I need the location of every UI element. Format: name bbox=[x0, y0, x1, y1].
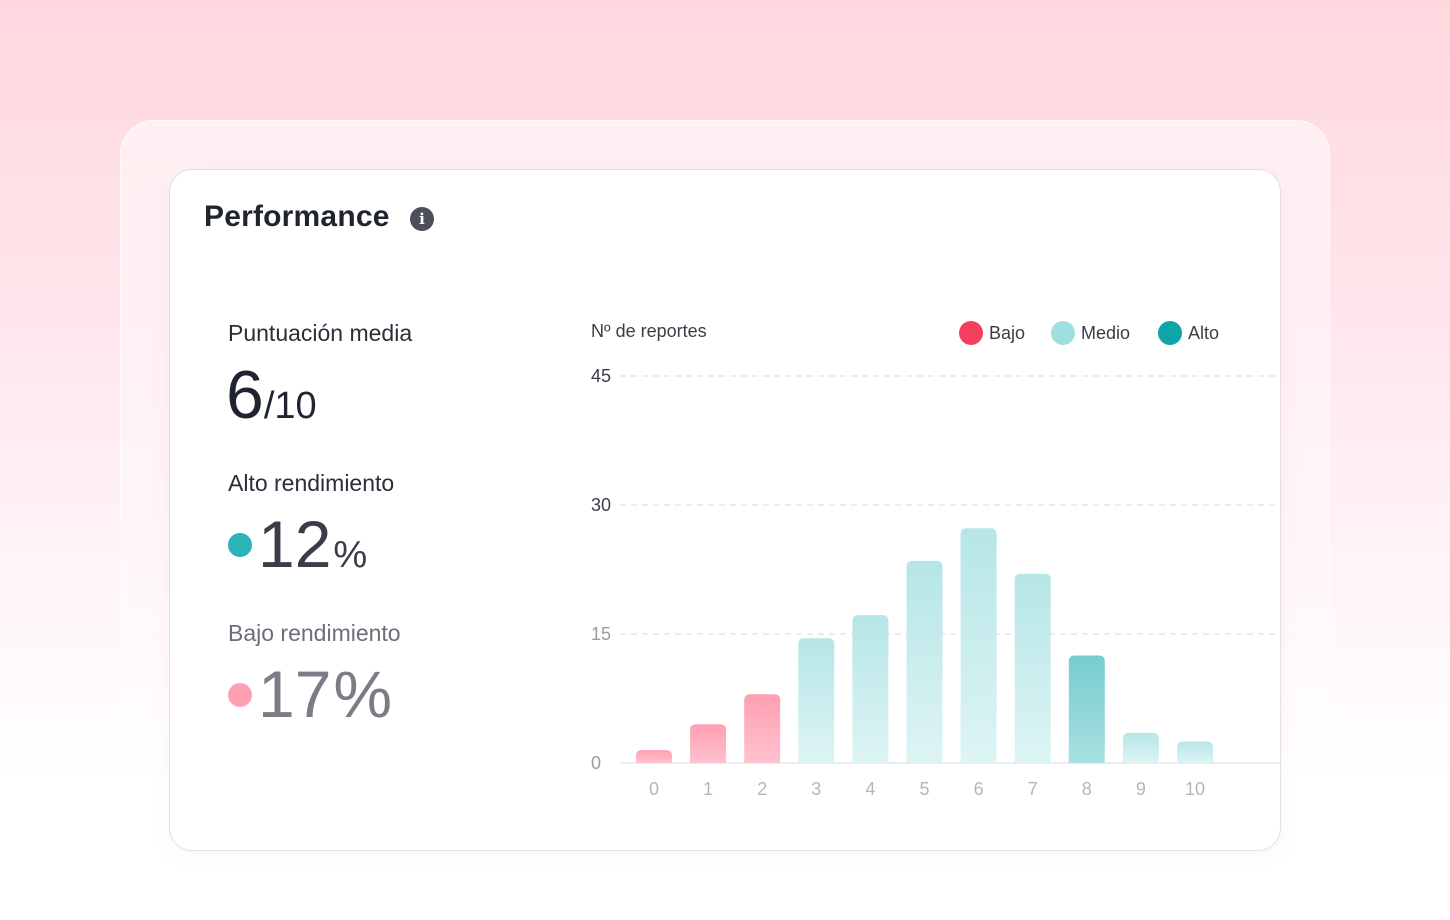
low-performance-stat: 17 % bbox=[228, 656, 392, 732]
x-tick-label: 3 bbox=[811, 779, 821, 799]
legend-label-medio[interactable]: Medio bbox=[1081, 323, 1130, 343]
bar-2[interactable] bbox=[744, 694, 781, 763]
high-performance-label: Alto rendimiento bbox=[228, 470, 395, 496]
bar-0[interactable] bbox=[636, 750, 672, 763]
x-axis-ticks: 0 1 2 3 4 5 6 7 8 9 10 bbox=[649, 779, 1205, 799]
x-tick-label: 6 bbox=[974, 779, 984, 799]
average-score: 6/10 bbox=[226, 356, 317, 434]
low-performance-sign: % bbox=[333, 657, 393, 731]
bar-1[interactable] bbox=[690, 724, 727, 763]
y-tick-label: 45 bbox=[591, 366, 611, 386]
average-score-scale: /10 bbox=[263, 385, 317, 427]
x-tick-label: 7 bbox=[1028, 779, 1038, 799]
x-tick-label: 8 bbox=[1082, 779, 1092, 799]
bar-9[interactable] bbox=[1122, 732, 1159, 763]
legend-label-alto[interactable]: Alto bbox=[1188, 323, 1219, 343]
x-tick-label: 4 bbox=[865, 779, 875, 799]
y-tick-label: 0 bbox=[591, 753, 601, 773]
bar-10[interactable] bbox=[1177, 741, 1213, 764]
legend-swatch-medio bbox=[1051, 321, 1075, 345]
average-score-value: 6 bbox=[226, 357, 264, 433]
chart-grid: 0 15 30 45 bbox=[591, 366, 1280, 773]
legend-label-bajo[interactable]: Bajo bbox=[989, 323, 1025, 343]
legend-swatch-alto bbox=[1158, 321, 1182, 345]
legend-swatch-bajo bbox=[959, 321, 983, 345]
bar-3[interactable] bbox=[798, 638, 835, 763]
x-tick-label: 9 bbox=[1136, 779, 1146, 799]
chart-bars bbox=[636, 528, 1213, 763]
y-axis-title: Nº de reportes bbox=[591, 321, 707, 341]
y-tick-label: 15 bbox=[591, 624, 611, 644]
x-tick-label: 0 bbox=[649, 779, 659, 799]
bar-8[interactable] bbox=[1068, 655, 1105, 764]
low-performance-label: Bajo rendimiento bbox=[228, 620, 401, 646]
low-performance-value: 17 bbox=[258, 657, 332, 731]
high-performance-sign: % bbox=[333, 534, 368, 576]
x-tick-label: 10 bbox=[1185, 779, 1205, 799]
chart-legend: Bajo Medio Alto bbox=[959, 321, 1219, 345]
average-score-label: Puntuación media bbox=[228, 320, 413, 346]
high-performance-stat: 12 % bbox=[228, 506, 367, 582]
high-performance-dot bbox=[228, 533, 252, 557]
info-icon[interactable]: i bbox=[410, 207, 434, 231]
x-tick-label: 2 bbox=[757, 779, 767, 799]
performance-card: Performance i Puntuación media 6/10 Alto… bbox=[170, 170, 1280, 850]
y-tick-label: 30 bbox=[591, 495, 611, 515]
x-tick-label: 5 bbox=[919, 779, 929, 799]
low-performance-dot bbox=[228, 683, 252, 707]
bar-5[interactable] bbox=[906, 560, 943, 763]
card-title: Performance bbox=[204, 200, 390, 233]
x-tick-label: 1 bbox=[703, 779, 713, 799]
high-performance-value: 12 bbox=[258, 507, 332, 581]
bar-4[interactable] bbox=[852, 615, 889, 763]
bar-7[interactable] bbox=[1014, 573, 1051, 763]
bar-6[interactable] bbox=[960, 528, 997, 763]
